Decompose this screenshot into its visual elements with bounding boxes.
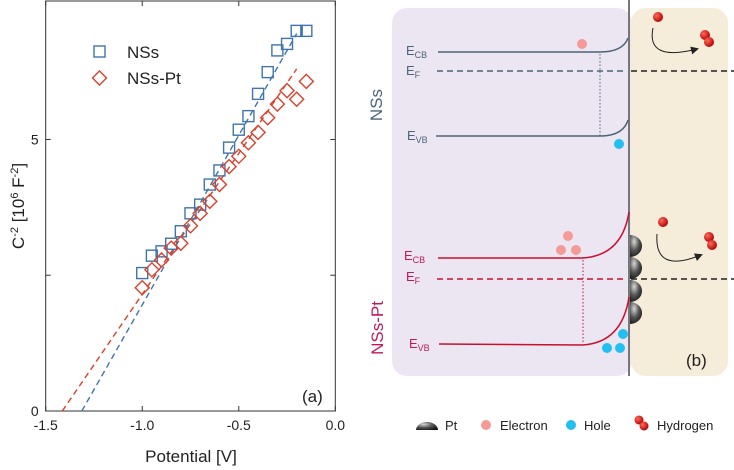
x-axis-label: Potential [V]: [145, 447, 237, 466]
data-point-nss: [203, 178, 217, 191]
legend-label-nsspt: NSs-Pt: [127, 69, 181, 88]
electron-icon: [577, 39, 587, 49]
data-point-nss: [261, 65, 274, 79]
pt-particle-icon: [630, 302, 642, 324]
legend-marker-nss: [93, 45, 106, 58]
data-point-nsspt: [269, 96, 286, 113]
x-tick-label: 0.0: [326, 417, 346, 433]
x-tick-label: -1.0: [130, 417, 154, 433]
data-point-nsspt: [298, 73, 315, 90]
data-point-nss: [232, 123, 245, 136]
data-point-nss: [242, 109, 255, 123]
data-point-nsspt: [182, 217, 199, 234]
pt-particle-icon: [630, 280, 642, 302]
panel-label-a: (a): [302, 387, 323, 406]
pt-particle-icon: [630, 235, 642, 257]
hydrogen-atom-icon: [653, 12, 663, 22]
data-point-nss: [280, 37, 294, 51]
x-tick-label: -0.5: [227, 417, 251, 433]
x-tick-label: -1.5: [34, 417, 58, 433]
pt-hemisphere-icon: [416, 422, 438, 430]
nsspt-valence-band: [438, 296, 630, 346]
data-point-nss: [164, 237, 178, 250]
chart-legend: NSs NSs-Pt: [91, 43, 181, 88]
data-point-nsspt: [201, 193, 218, 210]
fit-line-nsspt: [61, 68, 298, 412]
nss-conduction-band: [438, 37, 629, 53]
data-point-nss: [145, 249, 159, 262]
data-point-nsspt: [143, 261, 160, 278]
hole-icon: [615, 343, 625, 353]
legend-label-hole: Hole: [584, 418, 611, 433]
nsspt-evb-label: EVB: [409, 336, 430, 353]
legend-label-electron: Electron: [500, 418, 548, 433]
data-point-nsspt: [134, 279, 151, 296]
reaction-arrow-icon: [651, 27, 699, 55]
legend-label-hydrogen: Hydrogen: [657, 418, 713, 433]
data-point-nsspt: [288, 91, 305, 108]
nsspt-title: NSs-Pt: [368, 301, 387, 355]
fit-line-nss: [81, 33, 298, 412]
data-point-nsspt: [250, 124, 267, 141]
legend-label-nss: NSs: [127, 43, 159, 62]
electron-dot-icon: [481, 420, 491, 430]
hole-icon: [602, 343, 612, 353]
band-diagram-panel-b: NSs ECB EF EVB NSs-Pt ECB EF EVB: [367, 0, 734, 433]
hydrogen-atom-icon: [658, 217, 668, 227]
y-axis-label: C-2 [106 F-2]: [9, 163, 28, 249]
hydrogen-molecule-icon: [707, 240, 717, 250]
axis-ticks: -1.5 -1.0 -0.5 0.0 0 5: [31, 1, 345, 433]
diagram-legend: Pt Electron Hole Hydrogen: [416, 415, 713, 433]
nsspt-conduction-band: [438, 211, 630, 259]
data-point-nsspt: [172, 235, 189, 252]
electron-icon: [571, 245, 581, 255]
data-point-nss: [271, 44, 284, 57]
fit-lines: [61, 33, 298, 412]
hydrogen-molecule-icon: [704, 232, 714, 242]
electron-icon: [556, 245, 566, 255]
y-tick-label: 0: [31, 403, 39, 419]
semiconductor-region: [392, 8, 632, 376]
hydrogen-molecule-icon: [634, 415, 644, 425]
data-point-nss: [251, 87, 265, 101]
data-point-nsspt: [211, 176, 228, 193]
nss-ef-label: EF: [406, 63, 421, 80]
pt-particle-icon: [630, 257, 642, 279]
reaction-arrow-icon: [656, 233, 703, 262]
data-point-nss: [213, 164, 226, 177]
hydrogen-molecule-icon: [639, 421, 649, 431]
data-point-nss: [222, 141, 236, 154]
chart-panel-a: -1.5 -1.0 -0.5 0.0 0 5 C-2 [106 F-2] Potentia…: [9, 0, 345, 466]
nsspt-ef-label: EF: [406, 269, 421, 286]
hydrogen-molecule-icon: [704, 37, 714, 47]
data-point-nss: [290, 24, 303, 38]
legend-marker-nsspt: [91, 70, 108, 86]
data-point-nsspt: [279, 82, 296, 99]
nss-title: NSs: [367, 89, 386, 121]
electrolyte-region: [631, 8, 728, 376]
hole-icon: [618, 329, 628, 339]
electron-icon: [563, 231, 573, 241]
hole-icon: [614, 139, 624, 149]
data-point-nsspt: [153, 252, 170, 269]
y-tick-label: 5: [31, 131, 39, 147]
data-point-nsspt: [240, 134, 257, 151]
data-point-nsspt: [230, 148, 247, 165]
nsspt-ecb-label: ECB: [404, 248, 425, 265]
plot-frame: [45, 0, 336, 412]
data-point-nss: [300, 24, 313, 38]
data-markers: [134, 24, 315, 296]
data-point-nsspt: [221, 158, 238, 175]
data-point-nsspt: [192, 205, 209, 222]
nss-ecb-label: ECB: [406, 43, 427, 60]
nss-evb-label: EVB: [407, 128, 428, 145]
data-point-nsspt: [259, 109, 276, 126]
panel-label-b: (b): [686, 351, 707, 370]
legend-label-pt: Pt: [445, 418, 458, 433]
hole-dot-icon: [566, 420, 576, 430]
